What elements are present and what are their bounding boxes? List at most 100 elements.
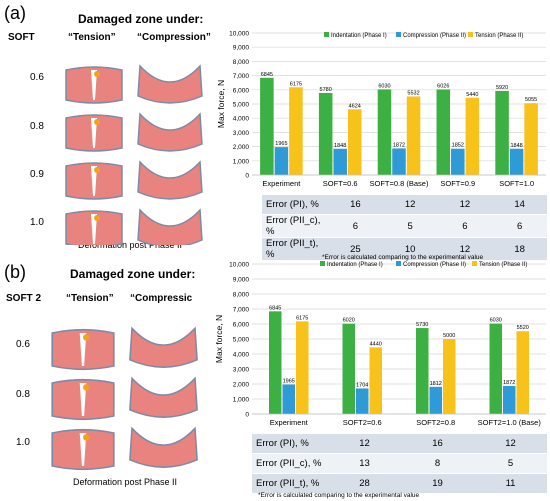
y-tick-label: 9,000: [233, 45, 250, 52]
tension-shape: [65, 162, 123, 200]
error-cell: 28: [328, 473, 401, 494]
bar: [442, 339, 456, 414]
data-label: 6030: [490, 318, 502, 324]
y-axis-title: Max force, N: [216, 80, 226, 128]
bar: [369, 347, 382, 414]
error-cell: 8: [401, 453, 474, 474]
x-tick-label: Experiment: [262, 179, 301, 188]
data-label: 5520: [517, 325, 529, 331]
error-cell: 6: [437, 214, 493, 238]
compression-shape: [137, 113, 203, 152]
bar: [489, 323, 503, 414]
y-tick-label: 3,000: [233, 367, 250, 374]
bar: [289, 87, 303, 175]
y-tick-label: 2,000: [233, 144, 250, 151]
error-cell: 19: [401, 473, 474, 494]
panel-a-soft-label: SOFT: [8, 32, 35, 43]
y-tick-label: 8,000: [233, 59, 250, 66]
data-label: 4440: [370, 341, 382, 347]
error-table-a: Error (PI), % 16 12 12 14 Error (PII_c), % 6 5 6…: [262, 195, 547, 261]
error-row: Error (PII_t), % 28 19 11: [252, 473, 547, 494]
error-table-b: Error (PI), % 12 16 12 Error (PII_c), % 13 8 5 E…: [252, 434, 547, 494]
data-label: 1812: [430, 381, 442, 387]
bar: [416, 328, 429, 414]
error-row: Error (PII_c), % 13 8 5: [252, 453, 547, 474]
error-row-label: Error (PII_t), %: [252, 473, 328, 494]
panel-a-col-tension: “Tension”: [68, 32, 116, 43]
bar: [451, 148, 465, 175]
legend-label: Tension (Phase II): [475, 33, 523, 39]
y-tick-label: 7,000: [233, 73, 250, 80]
bar: [465, 97, 480, 175]
chart-a: 0 1,000 2,000 3,000 4,000 5,000 6,000 7,000 8,00…: [216, 31, 546, 188]
bar: [406, 96, 421, 175]
panel-b-label: (b): [4, 262, 26, 282]
legend-swatch: [396, 261, 401, 266]
data-label: 1848: [334, 143, 346, 149]
error-row-label: Error (PII_t), %: [262, 237, 328, 261]
error-cell: 18: [492, 237, 547, 261]
data-label: 5055: [525, 97, 537, 103]
y-tick-label: 8,000: [233, 292, 250, 299]
legend-swatch: [472, 261, 477, 266]
bar: [282, 384, 295, 414]
data-label: 1872: [503, 380, 515, 386]
legend-label: Indentation (Phase I): [327, 262, 383, 268]
y-tick-label: 1,000: [233, 397, 250, 404]
legend-label: Compression (Phase II): [403, 33, 466, 39]
panel-b-col-tension: “Tension”: [66, 293, 114, 304]
panel-a-caption: Deformation post Phase II: [77, 240, 183, 250]
legend-swatch: [320, 261, 325, 266]
data-label: 1965: [283, 379, 295, 385]
error-cell: 12: [474, 434, 547, 454]
error-row-label: Error (PII_c), %: [252, 453, 328, 474]
data-label: 6845: [269, 305, 281, 311]
error-cell: 12: [382, 195, 438, 215]
y-tick-label: 2,000: [233, 382, 250, 389]
tension-shape: [65, 210, 123, 245]
bar: [347, 109, 362, 175]
error-row: Error (PII_t), % 25 10 12 18: [262, 237, 547, 261]
panel-a-label: (a): [4, 3, 26, 23]
bar: [269, 311, 282, 414]
tension-shape: [65, 114, 123, 152]
data-label: 6175: [296, 315, 308, 321]
panel-b-row-label: 0.8: [16, 389, 30, 400]
panel-a-col-compression: “Compression”: [137, 32, 211, 43]
y-tick-label: 0: [245, 173, 249, 180]
legend-label: Compression (Phase II): [403, 262, 466, 268]
tension-shape: [51, 378, 115, 421]
bar: [318, 92, 333, 175]
data-label: 4624: [349, 103, 361, 109]
error-cell: 11: [474, 473, 547, 494]
compression-shape: [137, 209, 203, 245]
bar: [516, 331, 529, 414]
data-label: 5000: [443, 333, 455, 339]
legend-label: Tension (Phase II): [479, 262, 527, 268]
y-tick-label: 9,000: [233, 277, 250, 284]
error-cell: 6: [492, 214, 547, 238]
error-row: Error (PI), % 12 16 12: [252, 434, 547, 454]
x-tick-label: SOFT2=1.0 (Base): [478, 418, 542, 427]
y-tick-label: 0: [245, 412, 249, 419]
error-row: Error (PII_c), % 6 5 6 6: [262, 214, 547, 238]
error-cell: 6: [328, 214, 383, 238]
compression-shape: [129, 327, 198, 368]
x-tick-label: SOFT=0.6: [323, 179, 358, 188]
x-tick-label: SOFT2=0.8: [416, 418, 455, 427]
x-tick-label: SOFT=0.8 (Base): [370, 179, 429, 188]
data-label: 5532: [407, 90, 419, 96]
bar: [356, 388, 369, 414]
bar: [342, 323, 356, 414]
panel-a-row-label: 0.8: [30, 121, 44, 132]
y-tick-label: 6,000: [233, 87, 250, 94]
error-row-label: Error (PI), %: [252, 434, 328, 454]
legend-swatch: [468, 32, 473, 37]
data-label: 1852: [452, 143, 464, 149]
chart-b: 0 1,000 2,000 3,000 4,000 5,000 6,000 7,000 8,00…: [214, 261, 546, 427]
bar: [260, 77, 274, 175]
error-cell: 14: [492, 195, 547, 215]
data-label: 5780: [320, 87, 332, 93]
tension-shape: [65, 66, 123, 104]
y-tick-label: 10,000: [229, 262, 249, 269]
